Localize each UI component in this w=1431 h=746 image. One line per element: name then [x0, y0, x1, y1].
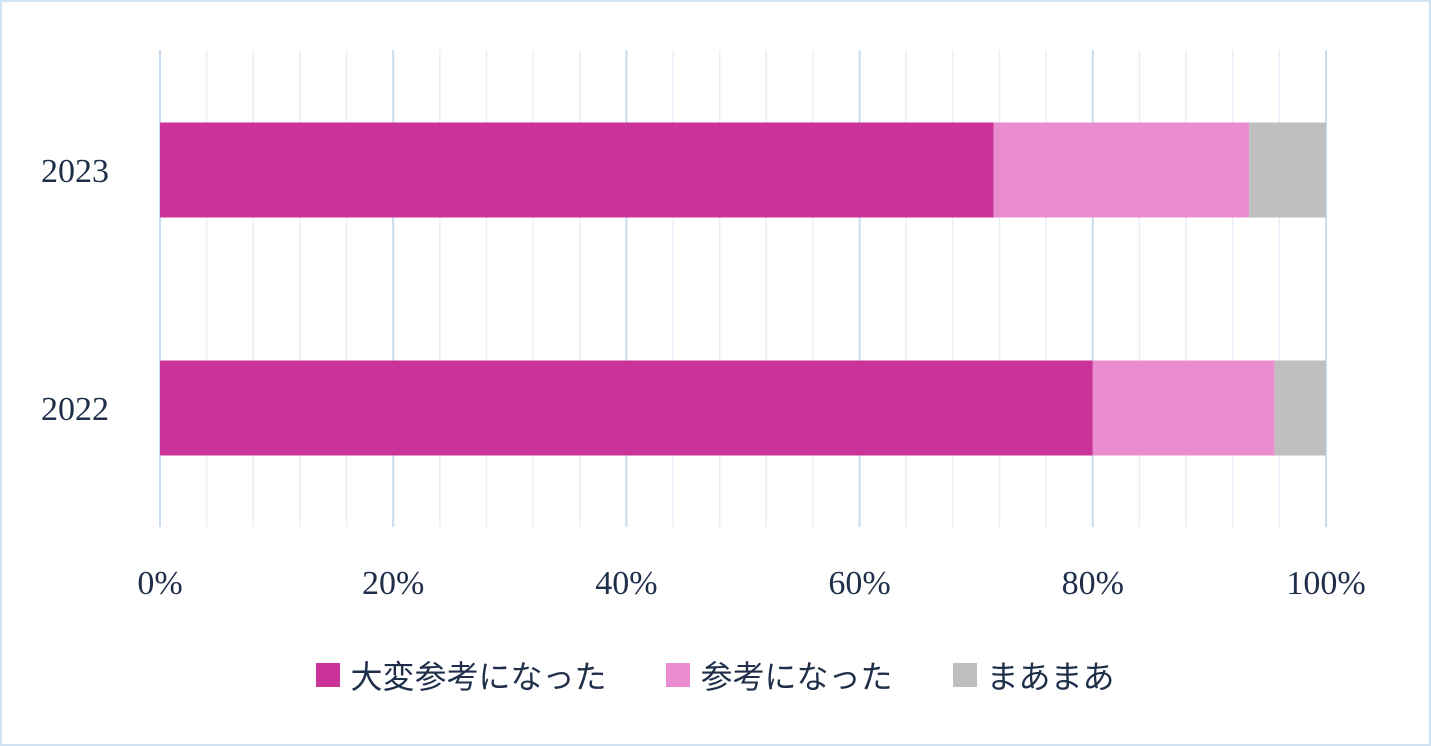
legend: 大変参考になった 参考になった まあまあ: [0, 652, 1431, 698]
x-tick-label: 100%: [1286, 565, 1365, 602]
x-tick-label: 40%: [595, 565, 657, 602]
bar-segment-2022-1: [160, 360, 1093, 456]
bar-segment-2023-1: [160, 122, 994, 218]
bar-segment-2023-2: [993, 122, 1250, 218]
legend-label: 参考になった: [700, 658, 893, 696]
legend-item: まあまあ: [952, 652, 1115, 698]
legend-swatch: [952, 663, 977, 687]
bar-segment-2022-2: [1092, 360, 1275, 456]
x-tick-label: 60%: [828, 565, 890, 602]
legend-item: 参考になった: [666, 652, 893, 698]
bars: [160, 122, 1326, 456]
category-label: 2023: [41, 153, 109, 190]
x-tick-label: 0%: [137, 565, 182, 602]
category-label: 2022: [41, 391, 109, 428]
x-tick-label: 80%: [1062, 565, 1124, 602]
legend-swatch: [316, 663, 341, 687]
legend-swatch: [666, 663, 691, 687]
x-tick-labels: 0% 20% 40% 60% 80% 100%: [137, 565, 1365, 602]
bar-segment-2022-3: [1274, 360, 1326, 456]
legend-label: まあまあ: [986, 658, 1115, 696]
bar-segment-2023-3: [1249, 122, 1326, 218]
x-tick-label: 20%: [362, 565, 424, 602]
category-labels: 2023 2022: [41, 153, 109, 428]
legend-item: 大変参考になった: [316, 652, 606, 698]
legend-label: 大変参考になった: [350, 658, 607, 696]
